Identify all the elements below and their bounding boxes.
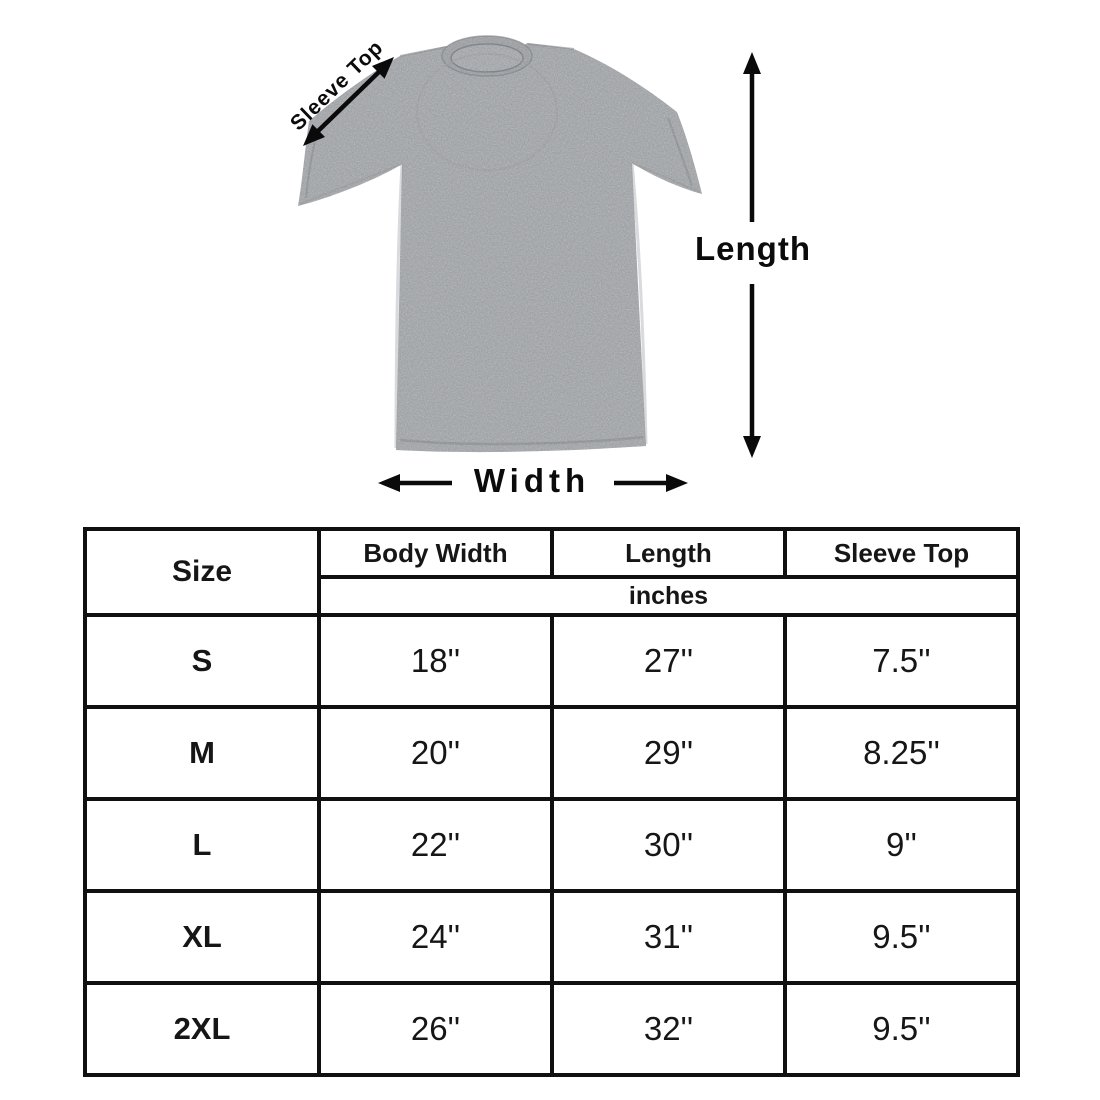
sleeve-top-cell: 7.5'' bbox=[783, 613, 1020, 709]
tshirt-diagram bbox=[298, 35, 761, 492]
sleeve-top-cell: 9.5'' bbox=[783, 981, 1020, 1077]
size-cell: XL bbox=[83, 889, 321, 985]
size-cell: 2XL bbox=[83, 981, 321, 1077]
length-cell: 27'' bbox=[550, 613, 787, 709]
size-cell: S bbox=[83, 613, 321, 709]
body-width-cell: 22'' bbox=[317, 797, 554, 893]
table-row: 2XL 26'' 32'' 9.5'' bbox=[83, 981, 1020, 1077]
length-cell: 31'' bbox=[550, 889, 787, 985]
length-cell: 29'' bbox=[550, 705, 787, 801]
col-header-length: Length bbox=[550, 527, 787, 579]
sleeve-top-arrow-icon bbox=[303, 57, 394, 146]
col-header-body-width: Body Width bbox=[317, 527, 554, 579]
unit-header-inches: inches bbox=[317, 575, 1020, 617]
size-cell: L bbox=[83, 797, 321, 893]
body-width-cell: 26'' bbox=[317, 981, 554, 1077]
table-row: S 18'' 27'' 7.5'' bbox=[83, 613, 1020, 709]
col-header-size: Size bbox=[83, 527, 321, 617]
length-cell: 30'' bbox=[550, 797, 787, 893]
width-arrow-icon bbox=[378, 474, 688, 492]
width-label: Width bbox=[473, 462, 591, 499]
body-width-cell: 20'' bbox=[317, 705, 554, 801]
body-width-cell: 18'' bbox=[317, 613, 554, 709]
body-width-cell: 24'' bbox=[317, 889, 554, 985]
sleeve-top-cell: 9'' bbox=[783, 797, 1020, 893]
size-cell: M bbox=[83, 705, 321, 801]
unit-row: inches bbox=[85, 575, 1020, 617]
table-row: XL 24'' 31'' 9.5'' bbox=[83, 889, 1020, 985]
table-row: M 20'' 29'' 8.25'' bbox=[83, 705, 1020, 801]
col-header-sleeve-top: Sleeve Top bbox=[783, 527, 1020, 579]
size-table: Size Body Width Length Sleeve Top inches… bbox=[83, 527, 1020, 1077]
length-cell: 32'' bbox=[550, 981, 787, 1077]
table-row: L 22'' 30'' 9'' bbox=[83, 797, 1020, 893]
length-label: Length bbox=[695, 230, 811, 267]
sleeve-top-cell: 8.25'' bbox=[783, 705, 1020, 801]
length-arrow-icon bbox=[743, 52, 761, 458]
header-row: Size Body Width Length Sleeve Top bbox=[83, 527, 1020, 617]
sleeve-top-cell: 9.5'' bbox=[783, 889, 1020, 985]
